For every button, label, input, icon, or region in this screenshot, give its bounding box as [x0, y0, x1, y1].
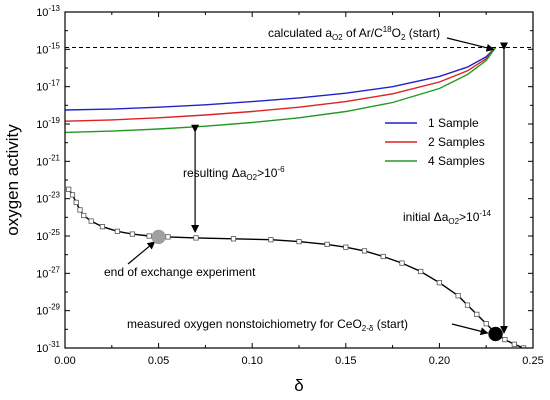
annotation-resulting: resulting ΔaO2>10-6 [183, 165, 285, 182]
x-axis-ticks: 0.00 0.05 0.10 0.15 0.20 0.25 [54, 12, 544, 367]
y-tick-label: 10-27 [36, 265, 60, 280]
x-tick-label: 0.15 [335, 355, 356, 367]
x-tick-label: 0.00 [54, 355, 75, 367]
x-tick-label: 0.20 [429, 355, 450, 367]
y-tick-label: 10-13 [36, 4, 60, 19]
data-point [436, 280, 443, 286]
legend-label-4-samples: 4 Samples [428, 154, 485, 168]
arrow-layer [127, 37, 508, 336]
legend-label-2-samples: 2 Samples [428, 135, 485, 149]
data-point [511, 341, 517, 347]
annotation-initial: initial ΔaO2>10-14 [403, 209, 492, 226]
data-point [296, 238, 302, 245]
series-line-1-sample [65, 47, 497, 111]
y-tick-label: 10-31 [36, 340, 60, 355]
data-point [464, 302, 471, 308]
series-line-4-samples [65, 47, 497, 134]
annotation-end-exchange: end of exchange experiment [104, 265, 256, 279]
y-tick-label: 10-15 [36, 41, 60, 56]
arrow-end-exchange [127, 241, 156, 265]
data-point [165, 234, 171, 240]
annotation-measured: measured oxygen nonstoichiometry for CeO… [127, 317, 408, 333]
y-tick-label: 10-29 [36, 303, 60, 318]
y-tick-label: 10-25 [36, 228, 60, 243]
data-point [81, 212, 87, 219]
y-tick-label: 10-19 [36, 116, 60, 131]
series-line-2-samples [65, 47, 497, 122]
data-point [88, 218, 94, 224]
legend-label-1-sample: 1 Sample [428, 116, 479, 130]
data-point [146, 233, 152, 239]
data-point [418, 268, 424, 275]
y-tick-label: 10-21 [36, 153, 60, 168]
x-tick-label: 0.25 [522, 355, 543, 367]
legend: 1 Sample 2 Samples 4 Samples [385, 116, 485, 168]
data-point [324, 241, 330, 247]
data-point [114, 228, 120, 234]
data-point [483, 321, 489, 327]
data-point [343, 244, 349, 250]
highlight-point-layer [151, 229, 503, 342]
data-point [69, 192, 76, 198]
point-measured-start [488, 326, 503, 342]
data-point [77, 207, 83, 213]
data-point [268, 237, 274, 243]
arrow-measured [451, 323, 489, 336]
data-point [399, 260, 405, 266]
data-point [361, 248, 368, 254]
data-point [99, 224, 105, 230]
data-point [129, 231, 135, 237]
data-point [73, 199, 79, 205]
data-point [502, 336, 508, 343]
x-tick-label: 0.05 [148, 355, 169, 367]
data-point [66, 186, 72, 192]
data-point [474, 311, 480, 318]
y-tick-label: 10-17 [36, 79, 60, 94]
data-point [455, 293, 461, 299]
data-point [380, 253, 386, 260]
x-tick-label: 0.10 [241, 355, 262, 367]
x-axis-title: δ [294, 376, 303, 395]
series-layer [65, 47, 527, 348]
arrow-calculated [446, 37, 495, 52]
y-axis-title: oxygen activity [3, 124, 22, 236]
y-tick-label: 10-23 [36, 191, 60, 206]
data-point [193, 235, 199, 241]
annotation-calculated: calculated aO2 of Ar/C18O2 (start) [268, 25, 440, 42]
data-point [230, 236, 237, 242]
y-axis-ticks: 10-31 10-29 10-27 10-25 10-23 10-21 10-19 10-17… [36, 4, 533, 355]
point-end-of-exchange [151, 229, 166, 245]
